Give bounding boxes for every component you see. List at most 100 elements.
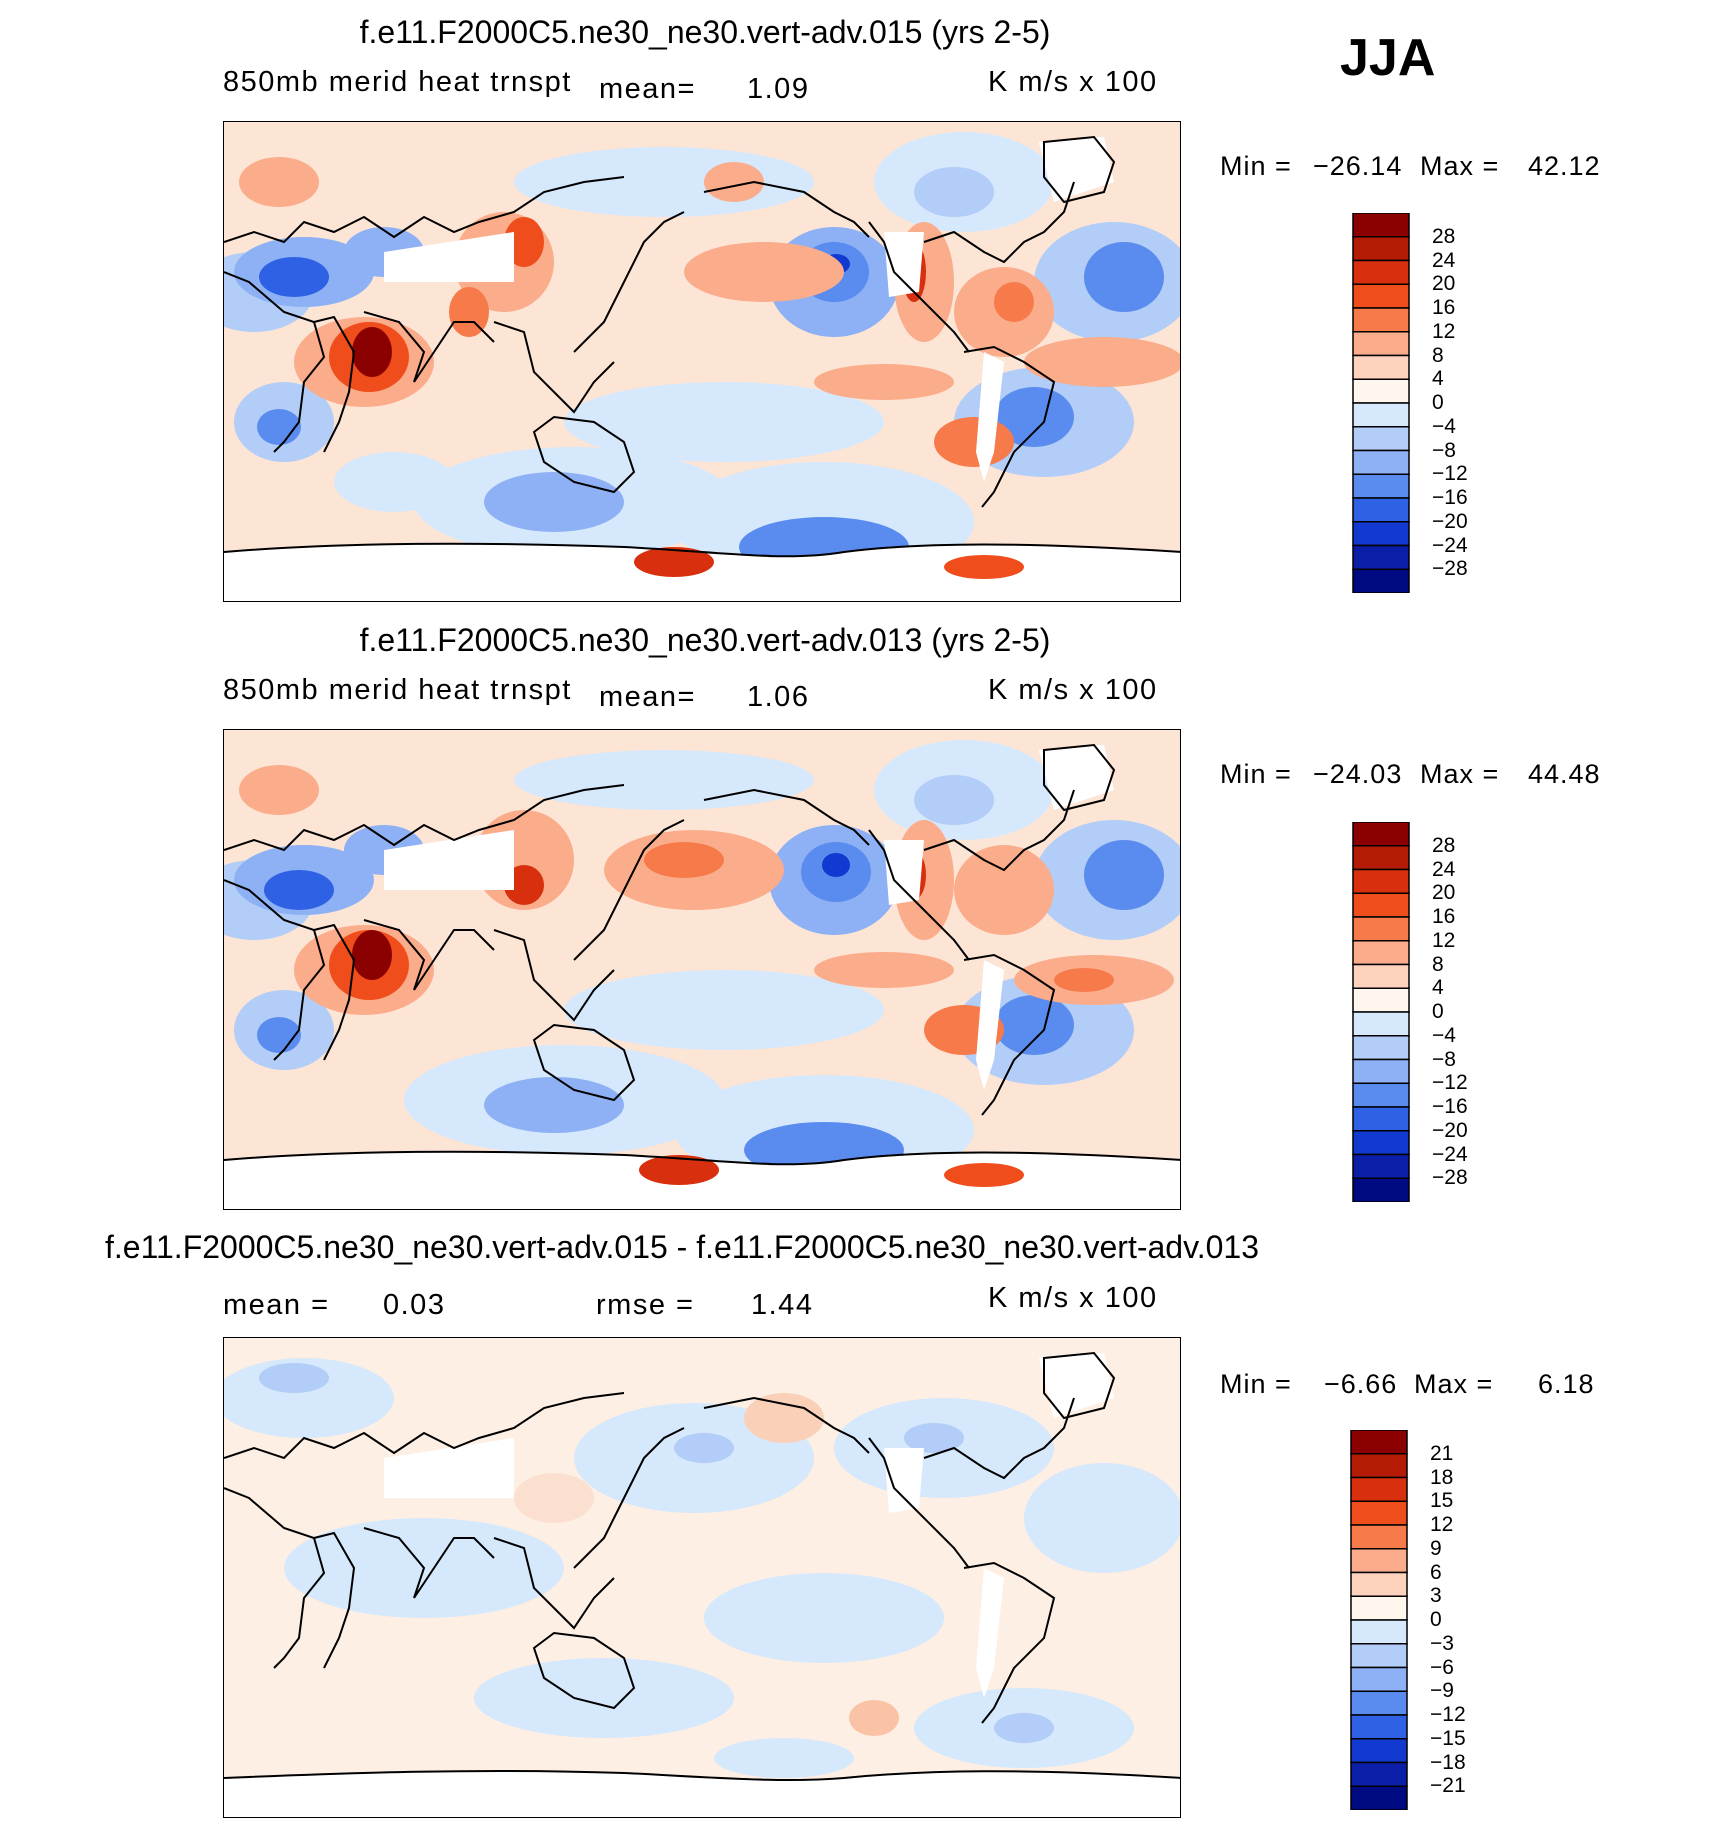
panel3-rmse-label: rmse =	[596, 1289, 695, 1321]
colorbar-swatch	[1350, 1761, 1408, 1787]
panel1-max-label: Max =	[1420, 151, 1500, 181]
panel1-field	[224, 122, 1180, 601]
colorbar-tick-label: 20	[1432, 881, 1456, 905]
colorbar-swatch	[1350, 1738, 1408, 1764]
colorbar-swatch	[1352, 868, 1410, 894]
panel2-mean-label: mean=	[599, 681, 696, 713]
colorbar-swatch	[1350, 1548, 1408, 1574]
colorbar-tick-label: −8	[1432, 1047, 1456, 1071]
colorbar-swatch	[1352, 1177, 1410, 1202]
panel2-colorbar	[1352, 822, 1410, 1202]
panel3-min-value: −6.66	[1324, 1369, 1398, 1399]
colorbar-tick-label: 4	[1432, 367, 1444, 391]
colorbar-tick-label: −16	[1432, 486, 1468, 509]
colorbar-tick-label: 3	[1430, 1584, 1442, 1608]
colorbar-swatch	[1350, 1500, 1408, 1526]
colorbar-tick-label: 18	[1430, 1465, 1454, 1489]
colorbar-tick-label: −24	[1432, 1142, 1468, 1166]
colorbar-swatch	[1352, 987, 1410, 1013]
colorbar-swatch	[1352, 426, 1410, 452]
colorbar-tick-label: −20	[1432, 1118, 1468, 1142]
colorbar-swatch	[1352, 497, 1410, 523]
colorbar-tick-label: 8	[1432, 952, 1444, 976]
colorbar-tick-label: 8	[1432, 343, 1444, 367]
colorbar-swatch	[1352, 822, 1410, 847]
colorbar-tick-label: −28	[1432, 1166, 1468, 1190]
colorbar-swatch	[1352, 963, 1410, 989]
panel2-title: f.e11.F2000C5.ne30_ne30.vert-adv.013 (yr…	[359, 622, 1051, 658]
colorbar-tick-label: 21	[1430, 1441, 1454, 1465]
panel1-min-value: −26.14	[1313, 151, 1403, 181]
colorbar-swatch	[1352, 845, 1410, 871]
colorbar-swatch	[1352, 402, 1410, 428]
colorbar-swatch	[1352, 521, 1410, 547]
colorbar-tick-label: −8	[1432, 438, 1456, 462]
colorbar-tick-label: −24	[1432, 533, 1468, 557]
colorbar-swatch	[1352, 892, 1410, 918]
panel1-mean-value: 1.09	[747, 73, 810, 105]
colorbar-swatch	[1350, 1453, 1408, 1479]
colorbar-swatch	[1352, 473, 1410, 499]
panel2-map	[223, 729, 1181, 1210]
panel2-max-value: 44.48	[1528, 759, 1601, 789]
colorbar-swatch	[1352, 1130, 1410, 1156]
colorbar-tick-label: 20	[1432, 272, 1456, 296]
colorbar-tick-label: 6	[1430, 1560, 1442, 1584]
colorbar-tick-label: 0	[1432, 391, 1444, 414]
colorbar-swatch	[1352, 354, 1410, 380]
colorbar-tick-label: −21	[1430, 1774, 1466, 1798]
colorbar-swatch	[1352, 916, 1410, 942]
colorbar-swatch	[1352, 544, 1410, 570]
panel1-colorbar-swatches	[1352, 213, 1410, 593]
panel2-colorbar-swatches	[1352, 822, 1410, 1202]
panel1-mean-label: mean=	[599, 73, 696, 105]
colorbar-tick-label: 16	[1432, 905, 1456, 928]
colorbar-swatch	[1352, 1035, 1410, 1061]
colorbar-tick-label: 24	[1432, 857, 1456, 881]
colorbar-swatch	[1352, 213, 1410, 238]
colorbar-tick-label: 15	[1430, 1489, 1454, 1513]
colorbar-swatch	[1352, 378, 1410, 404]
panel3-max-value: 6.18	[1538, 1369, 1595, 1399]
colorbar-swatch	[1352, 1106, 1410, 1132]
colorbar-tick-label: 4	[1432, 976, 1444, 1000]
panel3-mean-label: mean =	[223, 1289, 330, 1321]
colorbar-tick-label: 12	[1430, 1513, 1454, 1536]
colorbar-swatch	[1350, 1666, 1408, 1692]
colorbar-tick-label: 16	[1432, 296, 1456, 319]
colorbar-swatch	[1352, 568, 1410, 593]
colorbar-tick-label: 12	[1432, 928, 1456, 952]
colorbar-tick-label: −12	[1432, 1071, 1468, 1095]
panel2-variable: 850mb merid heat trnspt	[223, 674, 572, 706]
panel3-units: K m/s x 100	[988, 1282, 1158, 1314]
colorbar-swatch	[1352, 236, 1410, 262]
panel2-units: K m/s x 100	[988, 674, 1158, 706]
colorbar-tick-label: 28	[1432, 833, 1456, 857]
colorbar-swatch	[1352, 283, 1410, 309]
panel1-units: K m/s x 100	[988, 66, 1158, 98]
colorbar-swatch	[1352, 1058, 1410, 1084]
colorbar-tick-label: −12	[1432, 462, 1468, 486]
colorbar-swatch	[1352, 940, 1410, 966]
colorbar-swatch	[1352, 1011, 1410, 1037]
colorbar-tick-label: −18	[1430, 1750, 1466, 1774]
colorbar-swatch	[1350, 1595, 1408, 1621]
season-label: JJA	[1340, 29, 1436, 87]
colorbar-tick-label: −28	[1432, 557, 1468, 581]
colorbar-swatch	[1350, 1430, 1408, 1455]
panel3-title: f.e11.F2000C5.ne30_ne30.vert-adv.015 - f…	[105, 1229, 1259, 1265]
panel2-mean-value: 1.06	[747, 681, 810, 713]
colorbar-swatch	[1352, 449, 1410, 475]
colorbar-tick-label: −20	[1432, 509, 1468, 533]
colorbar-tick-label: −3	[1430, 1631, 1454, 1655]
colorbar-swatch	[1352, 1082, 1410, 1108]
panel1-map	[223, 121, 1181, 602]
colorbar-tick-label: −9	[1430, 1679, 1454, 1703]
panel1-min-label: Min =	[1220, 151, 1292, 181]
panel3-field	[224, 1338, 1180, 1817]
panel3-map	[223, 1337, 1181, 1818]
colorbar-tick-label: −4	[1432, 1023, 1456, 1047]
panel3-colorbar	[1350, 1430, 1408, 1810]
panel3-mean-value: 0.03	[383, 1289, 446, 1321]
colorbar-swatch	[1352, 331, 1410, 357]
